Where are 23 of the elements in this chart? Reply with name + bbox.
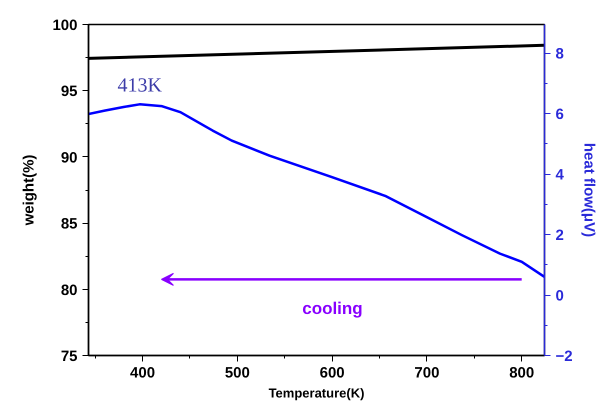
y-tick-label: 100 [52,17,78,34]
y2-tick-label: 0 [556,288,564,305]
y2-axis-title: heat flow(μV) [580,142,598,238]
y-tick-label: 95 [60,83,78,100]
x-tick-label: 400 [130,364,156,382]
x-axis-title: Temperature(K) [268,386,364,400]
y2-tick-label: 2 [556,227,564,244]
line-series [88,103,544,278]
y-tick-label: 90 [60,149,78,166]
annotation: cooling [302,299,363,318]
x-tick-label: 500 [224,364,250,382]
x-tick-label: 800 [509,364,534,382]
x-tick-label: 700 [414,364,440,382]
y-tick-label: 85 [60,216,78,233]
x-tick-label: 600 [320,364,345,382]
y2-tick-label: 6 [556,106,564,124]
y-tick-label: 75 [60,348,78,365]
y-axis-title: weight(%) [20,154,38,226]
y2-tick-label: 4 [556,166,564,184]
y2-tick-label: 8 [556,46,564,63]
y2-tick-label: −2 [556,348,573,365]
annotation: 413K [117,74,162,96]
y-tick-label: 80 [60,282,78,299]
